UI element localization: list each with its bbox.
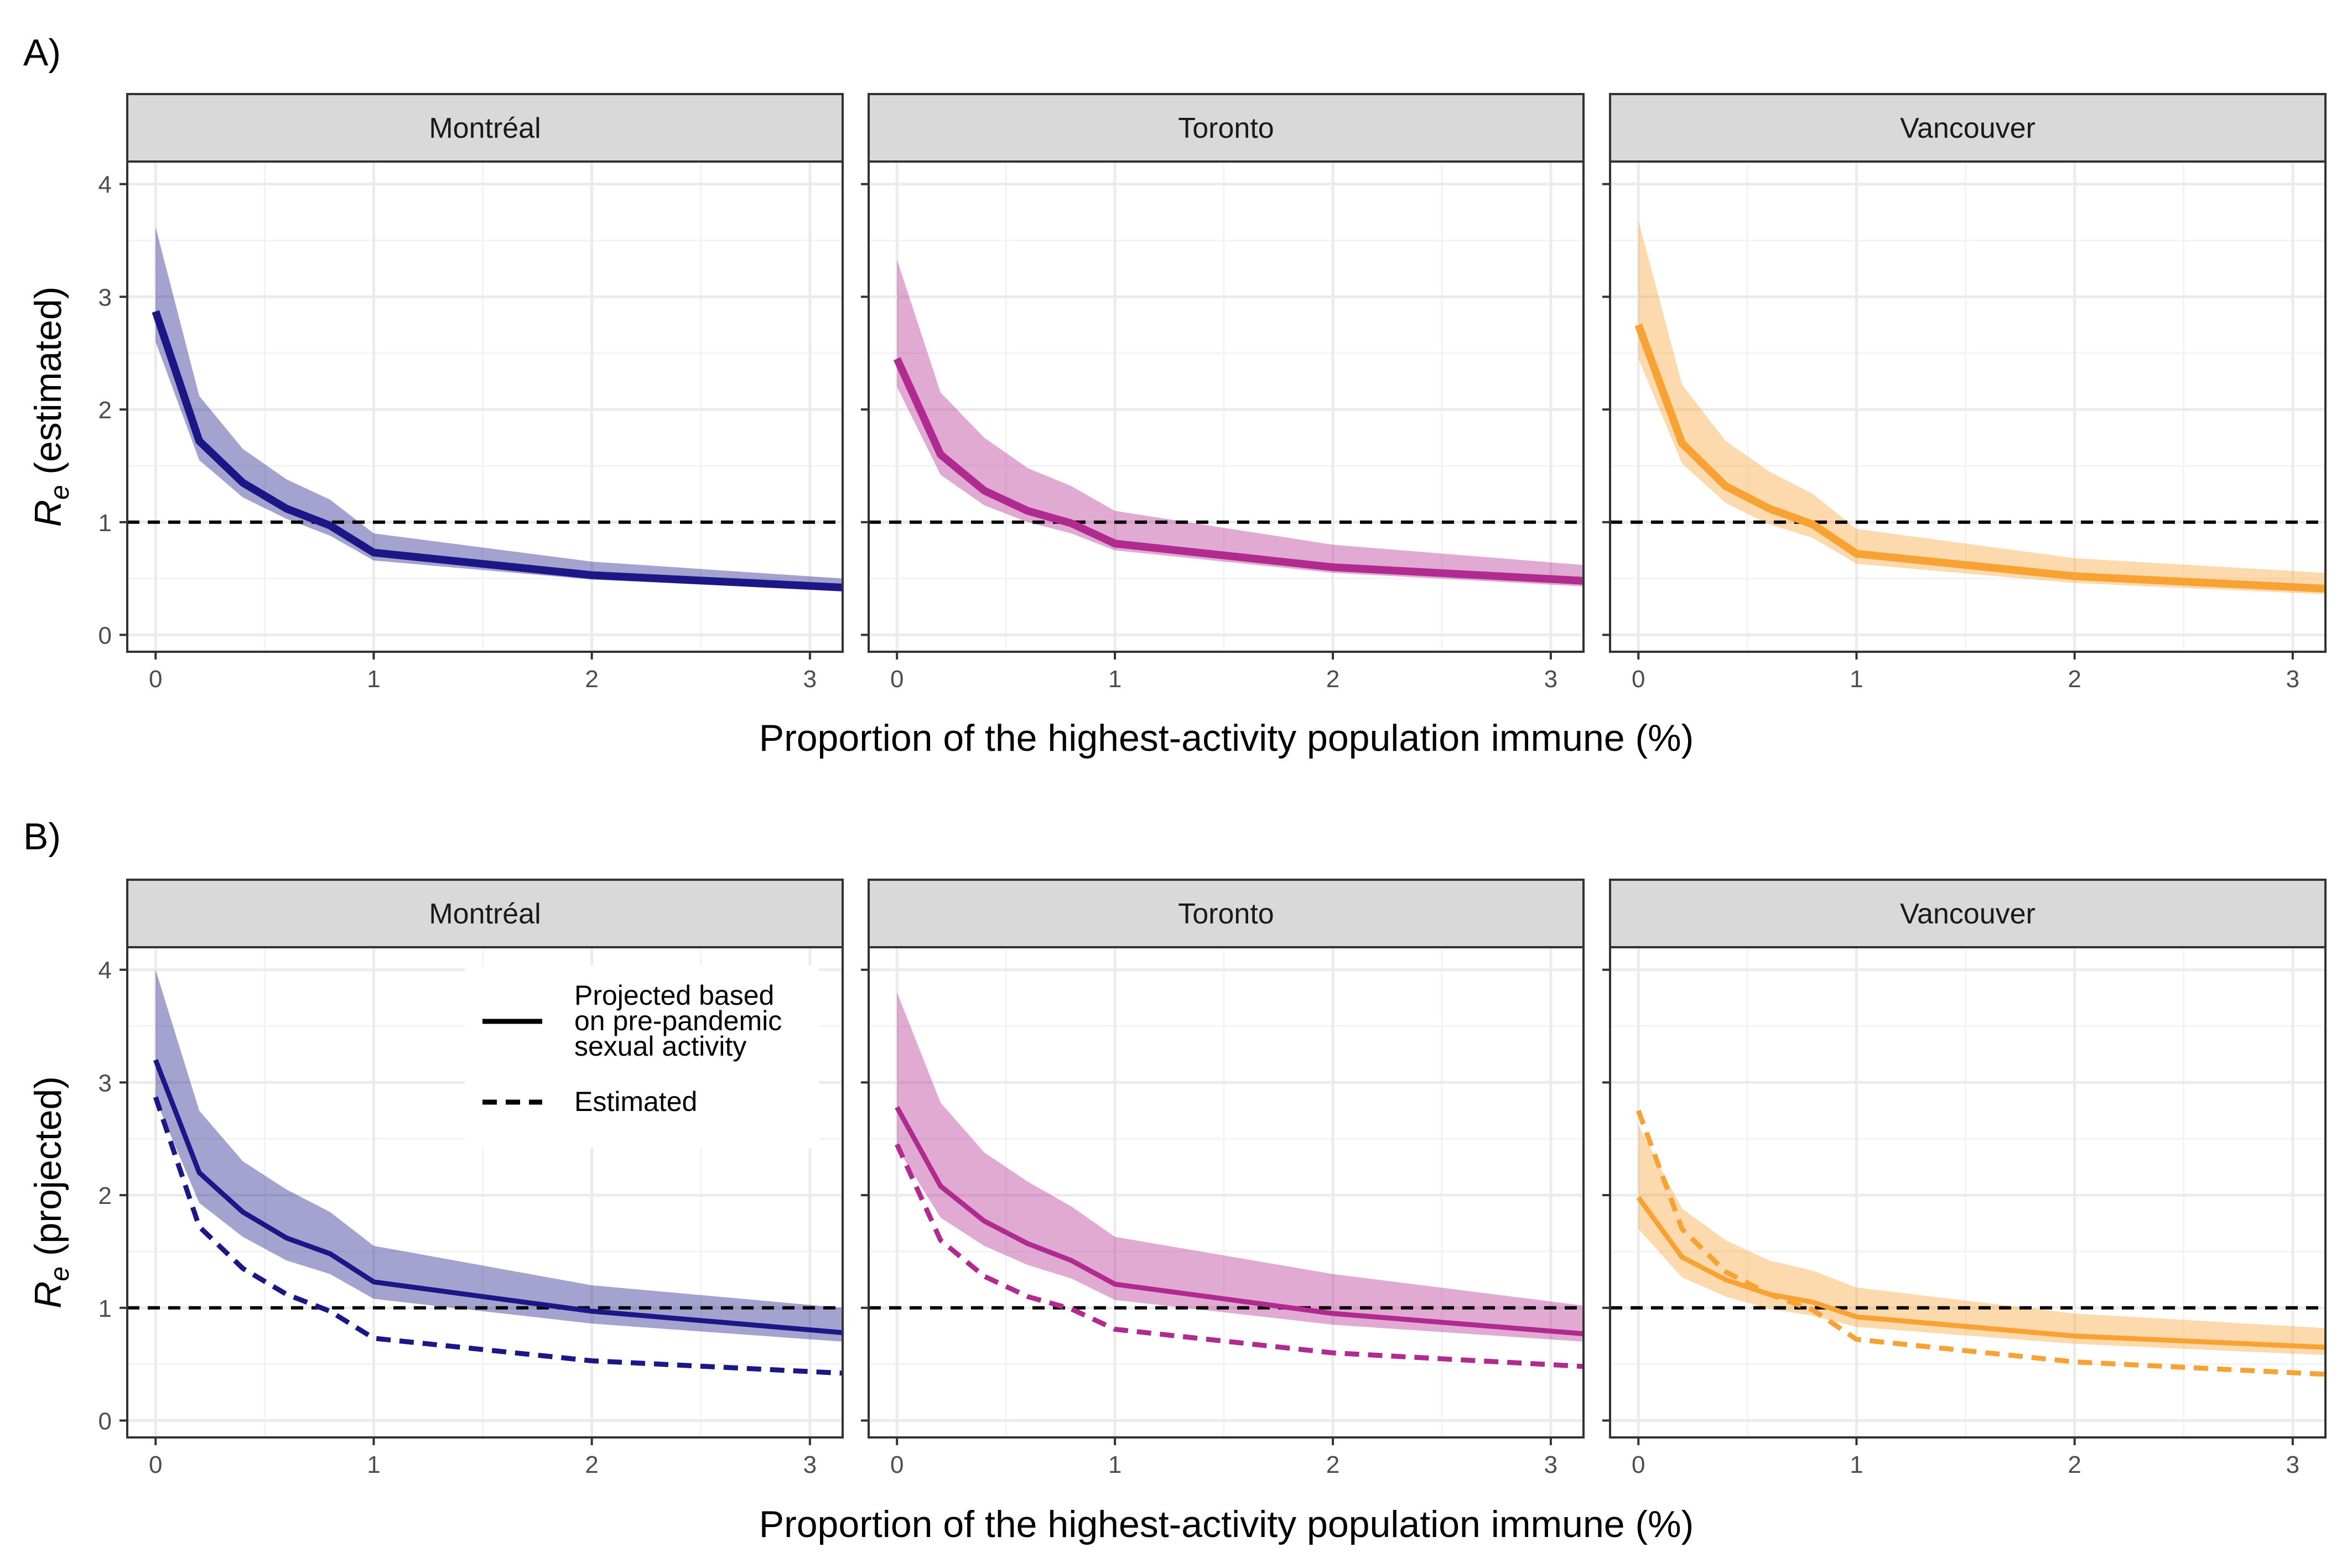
x-tick-label: 3 <box>803 666 817 693</box>
y-tick-label: 1 <box>98 510 112 537</box>
x-tick-label: 1 <box>1850 1451 1863 1478</box>
facet-strip-label: Montréal <box>429 112 541 144</box>
x-tick-label: 3 <box>1544 1451 1557 1478</box>
plot-background <box>869 947 1583 1437</box>
y-axis-title-text: (projected) <box>27 1076 69 1266</box>
y-axis-title-symbol: R <box>27 500 69 527</box>
x-tick-label: 3 <box>803 1451 817 1478</box>
plot-background <box>127 162 843 652</box>
y-axis-title: Re (estimated) <box>27 287 75 527</box>
series-line-toronto-solid <box>895 1106 1583 1337</box>
x-tick-label: 1 <box>1108 1451 1122 1478</box>
y-tick-label: 3 <box>98 1069 112 1097</box>
facet-strip-toronto <box>868 93 1585 163</box>
x-tick-label: 2 <box>585 1451 598 1478</box>
facet-panel-toronto: Toronto 0 1 2 3 <box>861 93 1585 693</box>
data-layer <box>127 969 843 1376</box>
series-line-montreal-solid <box>152 310 843 591</box>
x-tick-label: 1 <box>1850 666 1863 693</box>
x-tick-label: 2 <box>1326 666 1339 693</box>
series-line-montreal-solid <box>153 1059 843 1336</box>
legend-label: sexual activity <box>574 1031 746 1062</box>
x-tick-label: 1 <box>367 666 380 693</box>
x-tick-label: 0 <box>149 1451 162 1478</box>
panel-label: B) <box>23 816 61 858</box>
x-tick-label: 3 <box>2286 1451 2299 1478</box>
legend-label: Estimated <box>574 1086 697 1117</box>
data-layer <box>1610 220 2325 595</box>
confidence-ribbon-vancouver <box>1638 1125 2325 1356</box>
x-tick-label: 0 <box>1632 666 1645 693</box>
plot-background <box>1610 947 2325 1437</box>
x-tick-label: 1 <box>1108 666 1122 693</box>
x-tick-label: 2 <box>1326 1451 1339 1478</box>
x-tick-label: 3 <box>1544 666 1557 693</box>
facet-strip-label: Toronto <box>1178 898 1274 930</box>
x-tick-label: 0 <box>890 1451 904 1478</box>
y-axis-title-symbol: R <box>27 1281 69 1309</box>
y-axis-title: Re (projected) <box>27 1076 75 1309</box>
series-line-toronto-dashed <box>895 1143 1583 1369</box>
y-tick-label: 1 <box>98 1295 112 1322</box>
series-line-vancouver-dashed <box>1636 1109 2325 1377</box>
series-line-vancouver-solid <box>1634 323 2325 593</box>
legend-background <box>465 965 819 1148</box>
facet-strip-label: Vancouver <box>1900 898 2036 930</box>
y-axis-title-subscript: e <box>45 485 75 500</box>
y-tick-label: 0 <box>98 622 112 649</box>
x-tick-label: 2 <box>2068 1451 2081 1478</box>
series-line-montreal-dashed <box>153 1096 843 1376</box>
y-tick-label: 2 <box>98 1182 112 1209</box>
x-tick-label: 2 <box>2068 666 2081 693</box>
legend-label: on pre-pandemic <box>574 1005 782 1036</box>
confidence-ribbon-vancouver <box>1638 220 2325 595</box>
panel-label: A) <box>23 32 61 74</box>
data-layer <box>1610 1109 2325 1377</box>
facet-strip-toronto <box>868 879 1585 948</box>
x-tick-label: 0 <box>1632 1451 1645 1478</box>
x-tick-label: 0 <box>149 666 162 693</box>
x-axis-title: Proportion of the highest-activity popul… <box>759 1503 1694 1545</box>
series-line-vancouver-solid <box>1636 1196 2325 1350</box>
x-tick-label: 1 <box>367 1451 380 1478</box>
y-tick-label: 3 <box>98 284 112 311</box>
data-layer <box>127 227 843 591</box>
plot-background <box>1610 162 2325 652</box>
x-tick-label: 2 <box>585 666 598 693</box>
facet-strip-vancouver <box>1609 879 2327 948</box>
confidence-ribbon-montreal <box>155 969 843 1342</box>
facet-panel-vancouver: Vancouver 0 1 2 3 <box>1602 879 2327 1478</box>
plot-background <box>869 162 1583 652</box>
y-tick-label: 4 <box>98 957 112 984</box>
facet-strip-vancouver <box>1609 93 2327 163</box>
facet-strip-label: Vancouver <box>1900 112 2036 144</box>
x-tick-label: 3 <box>2286 666 2299 693</box>
y-tick-label: 4 <box>98 172 112 199</box>
y-tick-label: 2 <box>98 397 112 424</box>
facet-strip-montreal <box>126 93 844 163</box>
facet-strip-label: Montréal <box>429 898 541 930</box>
x-tick-label: 0 <box>890 666 904 693</box>
y-tick-label: 0 <box>98 1408 112 1435</box>
data-layer <box>869 992 1583 1369</box>
facet-strip-label: Toronto <box>1178 112 1274 144</box>
data-layer <box>869 259 1583 586</box>
confidence-ribbon-toronto <box>897 992 1583 1342</box>
legend-label: Projected based <box>574 980 774 1011</box>
confidence-ribbon-montreal <box>155 227 843 591</box>
series-line-toronto-solid <box>893 357 1583 585</box>
y-axis-title-subscript: e <box>45 1266 75 1281</box>
confidence-ribbon-toronto <box>897 259 1583 586</box>
facet-strip-montreal <box>126 879 844 948</box>
x-axis-title: Proportion of the highest-activity popul… <box>759 717 1694 759</box>
facet-panel-toronto: Toronto 0 1 2 3 <box>861 879 1585 1478</box>
y-axis-title-text: (estimated) <box>27 287 69 485</box>
facet-panel-montreal: Montréal 0 1 2 3 0 1 2 3 4 <box>98 93 844 693</box>
facet-panel-vancouver: Vancouver 0 1 2 3 <box>1602 93 2327 693</box>
